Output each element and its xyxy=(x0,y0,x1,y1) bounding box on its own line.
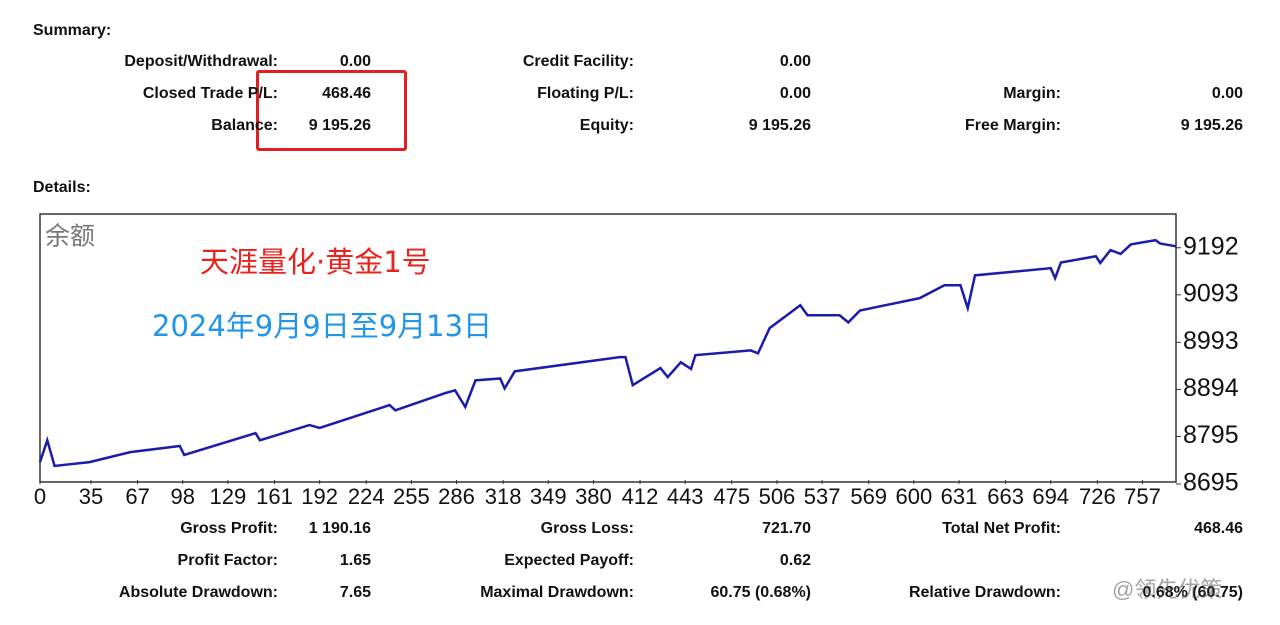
x-tick-label: 161 xyxy=(256,484,293,509)
field-value: 0.00 xyxy=(779,53,811,70)
chart-subtitle: 2024年9月9日至9月13日 xyxy=(152,309,492,343)
x-tick-label: 537 xyxy=(804,484,841,509)
field-label: Floating P/L: xyxy=(537,85,634,102)
field-label: Expected Payoff: xyxy=(504,552,634,569)
field-value: 0.68% (60.75) xyxy=(1142,584,1243,601)
x-tick-label: 694 xyxy=(1032,484,1069,509)
x-tick-label: 98 xyxy=(170,484,194,509)
summary-title: Summary: xyxy=(33,22,112,39)
details-title: Details: xyxy=(33,179,91,196)
balance-line xyxy=(38,238,1177,468)
x-tick-label: 757 xyxy=(1124,484,1161,509)
x-tick-label: 726 xyxy=(1079,484,1116,509)
y-tick-label: 9192 xyxy=(1183,232,1239,260)
x-tick-label: 569 xyxy=(850,484,887,509)
x-tick-label: 129 xyxy=(210,484,247,509)
field-label: Profit Factor: xyxy=(177,552,278,569)
x-tick-label: 255 xyxy=(393,484,430,509)
field-value: 0.00 xyxy=(1211,85,1243,102)
x-tick-label: 286 xyxy=(438,484,475,509)
field-label: Relative Drawdown: xyxy=(908,584,1061,601)
field-value: 0.62 xyxy=(779,552,811,569)
x-tick-label: 318 xyxy=(485,484,522,509)
x-tick-label: 475 xyxy=(713,484,750,509)
watermark: @领先优策 xyxy=(1112,577,1223,602)
x-tick-label: 224 xyxy=(348,484,385,509)
field-label: Total Net Profit: xyxy=(942,520,1061,537)
field-label: Credit Facility: xyxy=(522,53,634,70)
field-label: Closed Trade P/L: xyxy=(142,85,278,102)
field-value: 468.46 xyxy=(322,85,371,102)
field-value: 60.75 (0.68%) xyxy=(710,584,811,601)
field-label: Maximal Drawdown: xyxy=(480,584,634,601)
field-label: Free Margin: xyxy=(964,117,1061,134)
field-value: 9 195.26 xyxy=(1180,117,1243,134)
field-label: Gross Loss: xyxy=(540,520,634,537)
x-tick-label: 631 xyxy=(941,484,978,509)
field-value: 0.00 xyxy=(339,53,371,70)
field-label: Deposit/Withdrawal: xyxy=(124,53,278,70)
y-tick-label: 8795 xyxy=(1183,421,1239,449)
highlight-box xyxy=(256,70,407,151)
field-label: Balance: xyxy=(211,117,278,134)
field-label: Equity: xyxy=(579,117,634,134)
x-tick-label: 380 xyxy=(575,484,612,509)
field-value: 9 195.26 xyxy=(748,117,811,134)
x-tick-label: 35 xyxy=(79,484,103,509)
field-label: Gross Profit: xyxy=(180,520,278,537)
chart-title: 天涯量化·黄金1号 xyxy=(200,245,431,279)
x-tick-label: 506 xyxy=(759,484,796,509)
x-tick-label: 663 xyxy=(987,484,1024,509)
y-tick-label: 8894 xyxy=(1183,374,1239,402)
field-value: 1 190.16 xyxy=(308,520,371,537)
plot-frame xyxy=(39,213,1177,483)
field-value: 1.65 xyxy=(339,552,371,569)
x-tick-label: 0 xyxy=(34,484,46,509)
field-value: 7.65 xyxy=(339,584,371,601)
x-tick-label: 412 xyxy=(622,484,659,509)
x-tick-label: 349 xyxy=(530,484,567,509)
axis-label: 余额 xyxy=(45,222,95,251)
x-tick-label: 443 xyxy=(667,484,704,509)
field-value: 468.46 xyxy=(1194,520,1243,537)
x-tick-label: 67 xyxy=(125,484,149,509)
y-tick-label: 8695 xyxy=(1183,469,1239,497)
field-value: 721.70 xyxy=(762,520,811,537)
field-label: Absolute Drawdown: xyxy=(118,584,278,601)
y-tick-label: 9093 xyxy=(1183,279,1239,307)
x-tick-label: 600 xyxy=(895,484,932,509)
field-label: Margin: xyxy=(1003,85,1061,102)
y-tick-label: 8993 xyxy=(1183,327,1239,355)
x-tick-label: 192 xyxy=(301,484,338,509)
field-value: 9 195.26 xyxy=(308,117,371,134)
field-value: 0.00 xyxy=(779,85,811,102)
